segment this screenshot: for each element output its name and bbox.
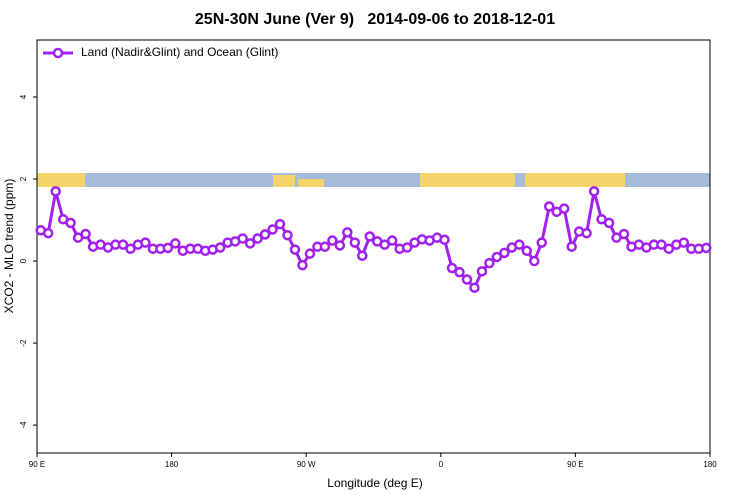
y-tick-label: -2	[19, 339, 28, 347]
data-point	[170, 238, 181, 249]
data-point	[259, 229, 271, 240]
data-point	[379, 239, 390, 250]
y-tick-label: 4	[19, 94, 28, 99]
data-point	[543, 201, 555, 212]
data-point	[454, 266, 465, 278]
data-point	[491, 251, 503, 263]
data-point	[334, 240, 346, 251]
data-point	[521, 245, 533, 257]
data-point	[499, 247, 510, 259]
y-axis-label: XCO2 - MLO trend (ppm)	[2, 179, 16, 314]
data-point	[364, 231, 376, 242]
data-point	[386, 235, 398, 246]
data-point	[476, 266, 488, 277]
data-point	[65, 217, 76, 229]
data-point	[656, 239, 667, 250]
data-point	[252, 233, 263, 244]
data-point	[558, 203, 570, 214]
data-point	[304, 248, 316, 259]
data-point	[244, 238, 256, 249]
data-point	[588, 186, 600, 197]
x-tick-label: 180	[703, 460, 717, 469]
data-point	[80, 228, 91, 240]
data-point	[461, 274, 473, 285]
data-point	[663, 243, 675, 255]
x-axis-label: Longitude (deg E)	[327, 476, 422, 490]
data-point	[319, 241, 331, 252]
data-point	[603, 217, 615, 229]
data-point	[446, 262, 458, 274]
x-tick-label: 180	[165, 460, 179, 469]
data-point	[401, 242, 413, 253]
data-point	[342, 227, 353, 238]
data-point	[514, 239, 525, 250]
legend-label: Land (Nadir&Glint) and Ocean (Glint)	[81, 45, 278, 59]
data-point	[581, 227, 592, 239]
data-point	[349, 237, 361, 248]
data-point	[701, 242, 712, 254]
data-point	[297, 259, 308, 271]
data-point	[125, 243, 136, 255]
data-point	[237, 233, 248, 244]
data-point	[327, 235, 338, 246]
data-point	[484, 257, 495, 269]
data-point	[289, 244, 301, 255]
data-point	[267, 224, 278, 235]
data-point	[282, 229, 293, 241]
data-point	[469, 282, 480, 293]
data-point	[439, 234, 450, 245]
y-tick-label: 0	[19, 258, 28, 263]
legend-marker	[52, 47, 64, 59]
data-point	[117, 239, 129, 250]
data-point	[50, 186, 61, 197]
land-ocean-band	[37, 173, 710, 187]
data-point	[140, 237, 151, 248]
data-point	[536, 237, 547, 248]
data-point	[42, 227, 54, 239]
data-point	[214, 242, 226, 253]
y-tick-label: -4	[19, 421, 28, 429]
data-point	[618, 228, 630, 240]
x-tick-label: 90 W	[297, 460, 316, 469]
data-point	[678, 237, 690, 248]
y-tick-label: 2	[19, 176, 28, 181]
data-point	[357, 250, 368, 261]
x-tick-label: 0	[439, 460, 444, 469]
data-point	[162, 242, 174, 254]
x-tick-label: 90 E	[29, 460, 45, 469]
chart-title: 25N-30N June (Ver 9) 2014-09-06 to 2018-…	[195, 11, 555, 28]
data-point	[566, 241, 577, 252]
x-tick-label: 90 E	[567, 460, 583, 469]
data-point	[274, 218, 286, 230]
data-point	[529, 255, 540, 267]
